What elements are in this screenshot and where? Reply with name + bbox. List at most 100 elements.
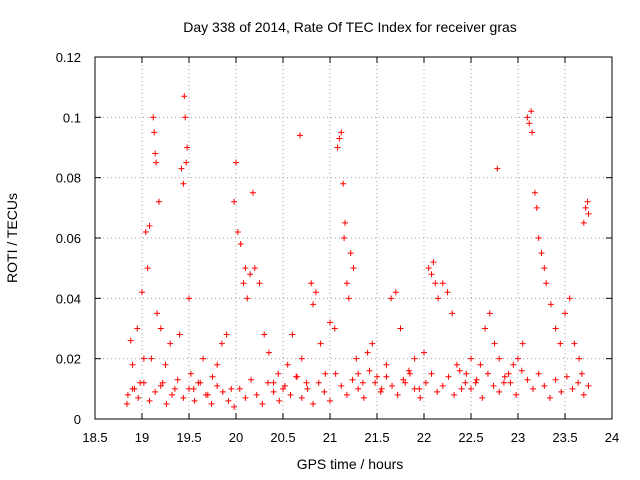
roti-point [582,204,589,211]
roti-point [289,331,296,338]
roti-point [345,295,352,302]
roti-point [303,379,310,386]
roti-point [580,391,587,398]
roti-point [214,361,221,368]
roti-point [397,325,404,332]
roti-point [479,394,486,401]
y-tick-label: 0 [74,412,81,427]
roti-point [355,385,362,392]
roti-point [575,379,582,386]
roti-point [228,385,235,392]
roti-point [557,340,564,347]
roti-point [223,331,230,338]
roti-point [256,280,263,287]
roti-point [167,340,174,347]
roti-point [231,403,238,410]
roti-point [151,129,158,136]
x-tick-label: 19 [135,430,149,445]
roti-point [270,388,277,395]
roti-point [453,361,460,368]
roti-point [566,295,573,302]
roti-point [247,271,254,278]
roti-point [155,198,162,205]
roti-point [298,355,305,362]
y-tick-label: 0.02 [56,352,81,367]
roti-point [496,388,503,395]
roti-point [538,250,545,257]
roti-point [535,235,542,241]
roti-point [146,397,153,404]
roti-point [332,370,339,377]
x-tick-label: 20.5 [270,430,295,445]
roti-point [477,361,484,368]
roti-point [445,373,452,380]
roti-point [186,295,192,302]
roti-point [360,394,367,401]
y-tick-label: 0.1 [63,110,81,125]
roti-point [530,385,537,392]
x-tick-label: 21 [323,430,337,445]
roti-point [331,325,338,332]
roti-point [321,388,328,395]
roti-point [148,355,155,362]
roti-point [334,144,341,151]
roti-point [513,391,520,398]
roti-point [432,280,439,287]
roti-point [369,340,376,347]
roti-point [157,325,164,332]
roti-point [507,379,514,386]
roti-point [209,373,216,380]
roti-point [251,265,258,272]
roti-point [584,198,591,205]
roti-point [142,228,149,235]
roti-point [135,394,142,401]
roti-point [163,400,170,407]
roti-point [312,289,319,296]
roti-point [417,394,424,401]
axis-ticks [94,56,613,420]
roti-point [430,259,437,266]
roti-point [449,310,456,317]
roti-point [327,319,333,326]
roti-point [308,280,315,287]
roti-point [439,280,446,287]
roti-point [428,271,435,278]
roti-point [162,361,169,368]
roti-point [458,385,465,392]
x-axis-tick-labels: 18.5 19 19.5 20 20.5 21 21.5 22 22.5 23 23.5 24 [82,430,619,445]
roti-point [180,180,187,187]
roti-point [174,376,181,383]
roti-point [191,397,198,404]
roti-point [405,367,412,374]
roti-point [444,289,451,296]
roti-point [248,376,255,383]
roti-point [315,379,322,386]
roti-point [421,349,427,356]
roti-point [394,391,401,398]
roti-point [531,189,538,196]
roti-point [275,370,282,377]
roti-point [535,370,542,377]
roti-point [383,361,390,368]
roti-point [171,385,178,392]
roti-point [578,370,585,377]
roti-point [456,367,463,374]
roti-point [340,180,347,187]
roti-point [505,370,512,377]
roti-point [219,388,226,395]
roti-point [253,391,260,398]
x-tick-label: 23 [511,430,525,445]
roti-point [244,295,251,302]
roti-point [518,367,525,374]
roti-point [140,355,147,362]
roti-point [343,280,350,287]
roti-point [377,388,384,395]
roti-point [515,355,521,362]
y-axis-title: ROTI / TECUs [4,193,20,283]
roti-point [240,280,247,287]
roti-point [547,301,554,308]
x-tick-label: 21.5 [364,430,389,445]
roti-point [463,370,470,377]
roti-point [406,370,413,377]
